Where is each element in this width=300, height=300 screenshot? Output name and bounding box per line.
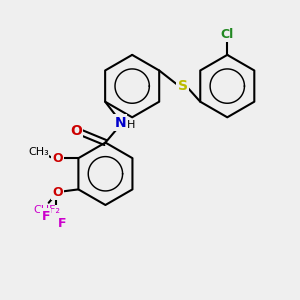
Text: Cl: Cl xyxy=(221,28,234,41)
Text: CH₃: CH₃ xyxy=(28,147,49,157)
Text: O: O xyxy=(70,124,82,138)
Text: H: H xyxy=(127,120,136,130)
Text: F: F xyxy=(41,210,50,223)
Text: O: O xyxy=(52,152,63,165)
Text: O: O xyxy=(52,186,63,199)
Text: CHF₂: CHF₂ xyxy=(34,205,61,215)
Text: F: F xyxy=(58,217,66,230)
Text: S: S xyxy=(178,79,188,93)
Text: N: N xyxy=(115,116,126,130)
